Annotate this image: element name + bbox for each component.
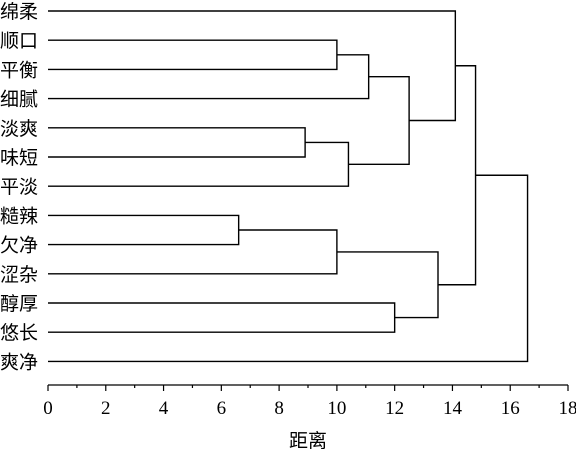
leaf-label: 味短 — [0, 147, 38, 169]
x-axis: 0 2 4 6 8 10 12 14 16 18 距离 — [43, 384, 576, 452]
dendrogram-link-m4 — [48, 229, 338, 275]
x-tick-label: 14 — [443, 398, 463, 419]
dendrogram-link-m3 — [48, 39, 338, 71]
dendrogram-link-m8 — [348, 76, 410, 165]
leaf-label: 欠净 — [0, 235, 38, 257]
x-axis-title: 距离 — [289, 430, 327, 452]
x-tick-label: 16 — [501, 398, 520, 419]
x-tick-label: 0 — [43, 398, 53, 419]
leaf-label: 涩杂 — [0, 264, 38, 286]
x-tick-label: 12 — [385, 398, 404, 419]
dendrogram-link-m11 — [438, 65, 477, 286]
x-axis-ticks: 0 2 4 6 8 10 12 14 16 18 — [43, 385, 576, 419]
leaf-label: 平衡 — [0, 59, 38, 81]
leaf-label: 悠长 — [0, 322, 38, 344]
x-tick-label: 18 — [559, 398, 576, 419]
dendrogram-link-m7 — [48, 302, 396, 333]
leaf-label: 醇厚 — [0, 293, 38, 315]
dendrogram-links — [48, 10, 529, 363]
leaf-label: 顺口 — [0, 30, 38, 52]
dendrogram-link-m6 — [48, 54, 370, 100]
x-tick-label: 10 — [327, 398, 346, 419]
leaf-label: 爽净 — [0, 351, 38, 373]
leaf-label: 平淡 — [0, 176, 38, 198]
leaf-label: 淡爽 — [0, 118, 38, 140]
leaf-label: 细腻 — [0, 89, 38, 111]
x-tick-label: 8 — [274, 398, 284, 419]
dendrogram-link-m1 — [48, 127, 306, 158]
leaf-label: 糙辣 — [0, 205, 38, 227]
dendrogram-link-m10 — [48, 10, 457, 122]
x-tick-label: 2 — [101, 398, 111, 419]
x-tick-label: 6 — [217, 398, 227, 419]
leaf-label: 绵柔 — [0, 1, 38, 23]
dendrogram-link-m2 — [48, 214, 240, 246]
dendrogram-link-m12 — [48, 174, 529, 363]
dendrogram-link-m9 — [336, 251, 439, 319]
dendrogram-link-m5 — [48, 141, 350, 187]
x-tick-label: 4 — [159, 398, 169, 419]
